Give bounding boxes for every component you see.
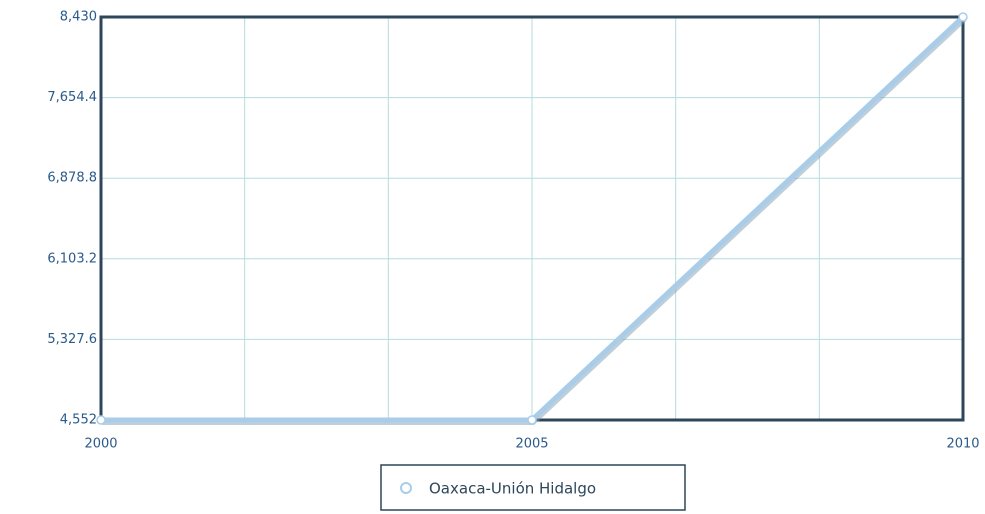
legend-label: Oaxaca-Unión Hidalgo xyxy=(429,480,596,498)
y-tick-label: 4,552 xyxy=(60,413,97,428)
point xyxy=(527,415,537,425)
y-tick-label: 5,327.6 xyxy=(47,332,97,347)
y-tick-label: 8,430 xyxy=(60,10,97,25)
x-tick-label: 2010 xyxy=(946,437,979,452)
point xyxy=(96,415,106,425)
y-tick-label: 7,654.4 xyxy=(47,90,97,105)
legend-box xyxy=(380,464,686,511)
legend-marker xyxy=(400,482,412,494)
y-tick-label: 6,878.8 xyxy=(47,171,97,186)
point xyxy=(958,12,968,22)
legend: Oaxaca-Unión Hidalgo xyxy=(380,464,686,511)
x-tick-label: 2000 xyxy=(84,437,117,452)
x-tick-label: 2005 xyxy=(515,437,548,452)
y-tick-label: 6,103.2 xyxy=(47,251,97,266)
